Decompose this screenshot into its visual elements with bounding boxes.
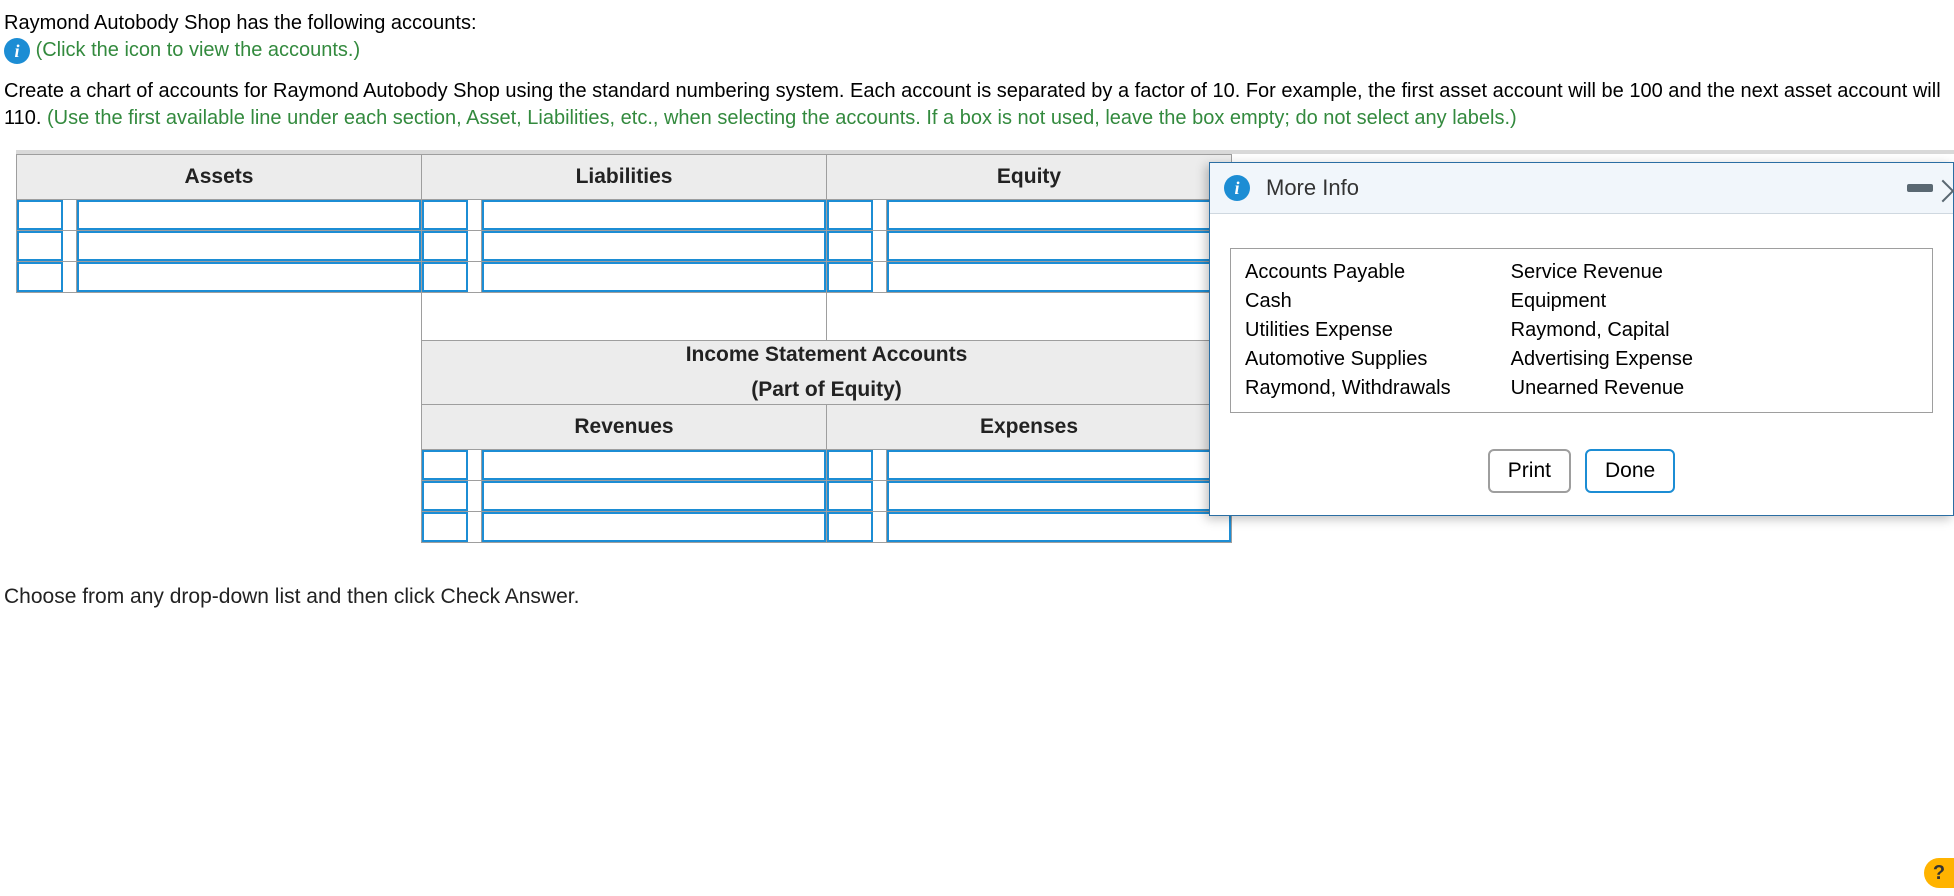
info-icon[interactable]: i	[4, 38, 30, 64]
equity-num-2[interactable]	[827, 231, 873, 261]
minimize-icon[interactable]	[1907, 184, 1933, 192]
equity-name-2[interactable]	[887, 231, 1231, 261]
assets-name-2[interactable]	[77, 231, 421, 261]
account-item: Advertising Expense	[1511, 346, 1693, 373]
account-item: Unearned Revenue	[1511, 375, 1693, 402]
revenues-num-1[interactable]	[422, 450, 468, 480]
expenses-header: Expenses	[827, 405, 1232, 450]
liabilities-name-1[interactable]	[482, 200, 826, 230]
print-button[interactable]: Print	[1488, 449, 1571, 493]
expenses-name-1[interactable]	[887, 450, 1231, 480]
liabilities-num-2[interactable]	[422, 231, 468, 261]
revenues-header: Revenues	[422, 405, 827, 450]
account-item: Accounts Payable	[1245, 259, 1451, 286]
equity-num-1[interactable]	[827, 200, 873, 230]
assets-num-2[interactable]	[17, 231, 63, 261]
expenses-name-2[interactable]	[887, 481, 1231, 511]
liabilities-num-3[interactable]	[422, 262, 468, 292]
intro-line-1: Raymond Autobody Shop has the following …	[4, 10, 1954, 37]
liabilities-name-2[interactable]	[482, 231, 826, 261]
account-item: Raymond, Withdrawals	[1245, 375, 1451, 402]
worksheet-area: Assets Liabilities Equity	[16, 150, 1954, 543]
account-item: Utilities Expense	[1245, 317, 1451, 344]
income-statement-header: Income Statement Accounts (Part of Equit…	[422, 341, 1232, 405]
account-item: Automotive Supplies	[1245, 346, 1451, 373]
accounts-col-2: Service Revenue Equipment Raymond, Capit…	[1511, 259, 1693, 402]
revenues-num-2[interactable]	[422, 481, 468, 511]
account-item: Equipment	[1511, 288, 1693, 315]
popup-header: i More Info	[1210, 163, 1953, 214]
assets-num-3[interactable]	[17, 262, 63, 292]
chevron-right-icon[interactable]	[1939, 177, 1954, 205]
equity-name-1[interactable]	[887, 200, 1231, 230]
assets-num-1[interactable]	[17, 200, 63, 230]
assets-name-1[interactable]	[77, 200, 421, 230]
liabilities-name-3[interactable]	[482, 262, 826, 292]
revenues-num-3[interactable]	[422, 512, 468, 542]
more-info-popup: i More Info Accounts Payable Cash Utilit…	[1209, 162, 1954, 516]
info-icon: i	[1224, 175, 1250, 201]
revenues-name-2[interactable]	[482, 481, 826, 511]
equity-header: Equity	[827, 155, 1232, 200]
click-hint: (Click the icon to view the accounts.)	[36, 39, 361, 61]
expenses-num-2[interactable]	[827, 481, 873, 511]
accounts-col-1: Accounts Payable Cash Utilities Expense …	[1245, 259, 1451, 402]
footer-instruction: Choose from any drop-down list and then …	[4, 583, 1954, 611]
assets-name-3[interactable]	[77, 262, 421, 292]
account-item: Raymond, Capital	[1511, 317, 1693, 344]
balance-sheet-table: Assets Liabilities Equity	[16, 154, 1232, 543]
account-item: Service Revenue	[1511, 259, 1693, 286]
popup-title: More Info	[1266, 173, 1891, 203]
expenses-name-3[interactable]	[887, 512, 1231, 542]
assets-header: Assets	[17, 155, 422, 200]
liabilities-header: Liabilities	[422, 155, 827, 200]
done-button[interactable]: Done	[1585, 449, 1675, 493]
help-icon[interactable]: ?	[1924, 858, 1954, 888]
account-item: Cash	[1245, 288, 1451, 315]
intro-line-2: Create a chart of accounts for Raymond A…	[4, 78, 1954, 132]
liabilities-num-1[interactable]	[422, 200, 468, 230]
expenses-num-3[interactable]	[827, 512, 873, 542]
equity-num-3[interactable]	[827, 262, 873, 292]
equity-name-3[interactable]	[887, 262, 1231, 292]
revenues-name-1[interactable]	[482, 450, 826, 480]
expenses-num-1[interactable]	[827, 450, 873, 480]
instructions-block: Raymond Autobody Shop has the following …	[4, 10, 1954, 132]
accounts-list-box: Accounts Payable Cash Utilities Expense …	[1230, 248, 1933, 413]
revenues-name-3[interactable]	[482, 512, 826, 542]
